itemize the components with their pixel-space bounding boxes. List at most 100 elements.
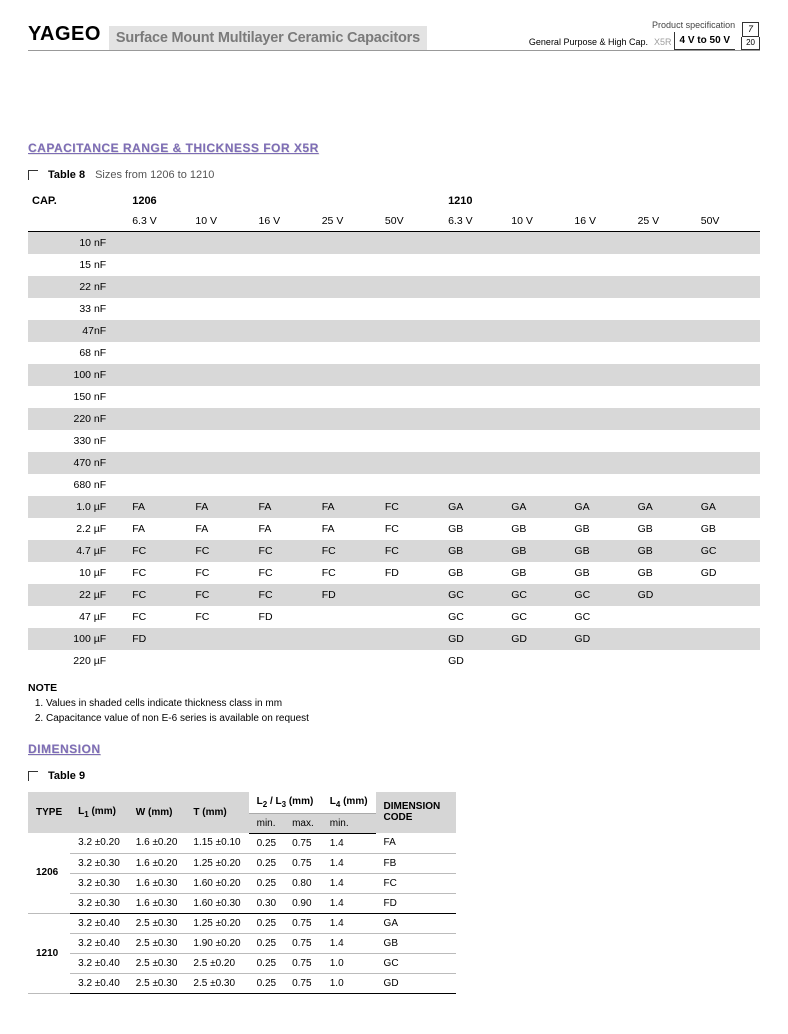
cell-value — [634, 232, 697, 254]
size-1206: 1206 — [128, 191, 444, 211]
cell-value: 0.75 — [284, 933, 322, 953]
cell-value: FC — [255, 584, 318, 606]
cell-value: 2.5 ±0.30 — [185, 973, 248, 993]
cell-value — [318, 320, 381, 342]
cell-value — [570, 474, 633, 496]
cell-value — [697, 408, 760, 430]
cell-value: GC — [697, 540, 760, 562]
cell-value: 1.4 — [322, 833, 376, 853]
cell-value: 3.2 ±0.40 — [70, 973, 128, 993]
cell-value — [128, 342, 191, 364]
cell-value: 1.25 ±0.20 — [185, 853, 248, 873]
cell-value — [381, 298, 444, 320]
col-l23: L2 / L3 (mm) — [249, 792, 322, 814]
cell-value — [381, 474, 444, 496]
cell-value: GD — [444, 628, 507, 650]
cell-value — [128, 408, 191, 430]
cell-value — [570, 364, 633, 386]
cell-value — [570, 452, 633, 474]
cell-value: FD — [381, 562, 444, 584]
voltage-col: 50V — [697, 211, 760, 232]
cell-value — [570, 342, 633, 364]
table-row: 1.0 µFFAFAFAFAFCGAGAGAGAGA — [28, 496, 760, 518]
cell-value: FC — [191, 562, 254, 584]
cell-value — [634, 342, 697, 364]
table-row: 22 µFFCFCFCFDGCGCGCGD — [28, 584, 760, 606]
cell-value — [444, 364, 507, 386]
cap-value: 150 nF — [28, 386, 128, 408]
cell-value: 1.0 — [322, 973, 376, 993]
cell-value: FA — [255, 496, 318, 518]
col-w: W (mm) — [128, 792, 186, 834]
cell-value: 1.90 ±0.20 — [185, 933, 248, 953]
cell-value: GC — [570, 584, 633, 606]
voltage-col: 6.3 V — [128, 211, 191, 232]
cell-value — [634, 474, 697, 496]
cell-value: FC — [381, 518, 444, 540]
col-dimcode: DIMENSION CODE — [376, 792, 456, 834]
cell-value — [507, 452, 570, 474]
cell-value — [634, 298, 697, 320]
cell-value: FB — [376, 853, 456, 873]
cell-value — [381, 320, 444, 342]
cell-value — [570, 386, 633, 408]
cell-value — [507, 430, 570, 452]
cap-value: 220 µF — [28, 650, 128, 672]
cell-value: GB — [570, 562, 633, 584]
cell-value: GB — [507, 540, 570, 562]
cell-value: FC — [128, 584, 191, 606]
table-row: 330 nF — [28, 430, 760, 452]
table-row: 4.7 µFFCFCFCFCFCGBGBGBGBGC — [28, 540, 760, 562]
cell-value: 0.80 — [284, 873, 322, 893]
cell-value: GB — [444, 540, 507, 562]
cell-value — [318, 408, 381, 430]
cell-value — [697, 584, 760, 606]
table9-label: Table 9 — [28, 770, 760, 782]
cell-value — [381, 408, 444, 430]
cell-value: 0.75 — [284, 833, 322, 853]
cell-value — [128, 452, 191, 474]
cell-value: GB — [634, 540, 697, 562]
cell-value — [255, 408, 318, 430]
cell-value — [191, 232, 254, 254]
cell-value: 1.6 ±0.30 — [128, 893, 186, 913]
cell-value — [191, 452, 254, 474]
cell-value — [634, 452, 697, 474]
cell-value — [634, 364, 697, 386]
table9: TYPE L1 (mm) W (mm) T (mm) L2 / L3 (mm) … — [28, 792, 456, 994]
cell-value — [507, 276, 570, 298]
table-row: 220 µFGD — [28, 650, 760, 672]
cell-value: GB — [444, 562, 507, 584]
table-row: 3.2 ±0.402.5 ±0.302.5 ±0.300.250.751.0GD — [28, 973, 456, 993]
cell-value: 0.25 — [249, 853, 284, 873]
cell-value — [128, 298, 191, 320]
cell-value: GA — [507, 496, 570, 518]
table8-num: Table 8 — [48, 169, 85, 181]
col-l4: L4 (mm) — [322, 792, 376, 814]
cell-value: 3.2 ±0.40 — [70, 933, 128, 953]
cell-value: 3.2 ±0.40 — [70, 953, 128, 973]
table-tick-icon — [28, 771, 38, 781]
cell-value — [191, 628, 254, 650]
cell-value — [318, 430, 381, 452]
cell-value: GB — [634, 562, 697, 584]
section-heading-capacitance: CAPACITANCE RANGE & THICKNESS FOR X5R — [28, 141, 760, 155]
cell-value: FA — [191, 496, 254, 518]
cell-value — [255, 320, 318, 342]
cell-value — [318, 628, 381, 650]
cell-value: FA — [318, 518, 381, 540]
cell-value: FC — [381, 540, 444, 562]
cap-value: 22 µF — [28, 584, 128, 606]
cap-value: 330 nF — [28, 430, 128, 452]
voltage-col: 6.3 V — [444, 211, 507, 232]
cell-value: GC — [376, 953, 456, 973]
cap-value: 1.0 µF — [28, 496, 128, 518]
cell-value: GC — [507, 584, 570, 606]
cell-value — [507, 342, 570, 364]
cell-value: 1.6 ±0.30 — [128, 873, 186, 893]
cell-value — [255, 386, 318, 408]
cell-value: GB — [376, 933, 456, 953]
table8-body: 10 nF15 nF22 nF33 nF47nF68 nF100 nF150 n… — [28, 232, 760, 672]
cell-value — [128, 386, 191, 408]
cell-value: FC — [318, 562, 381, 584]
